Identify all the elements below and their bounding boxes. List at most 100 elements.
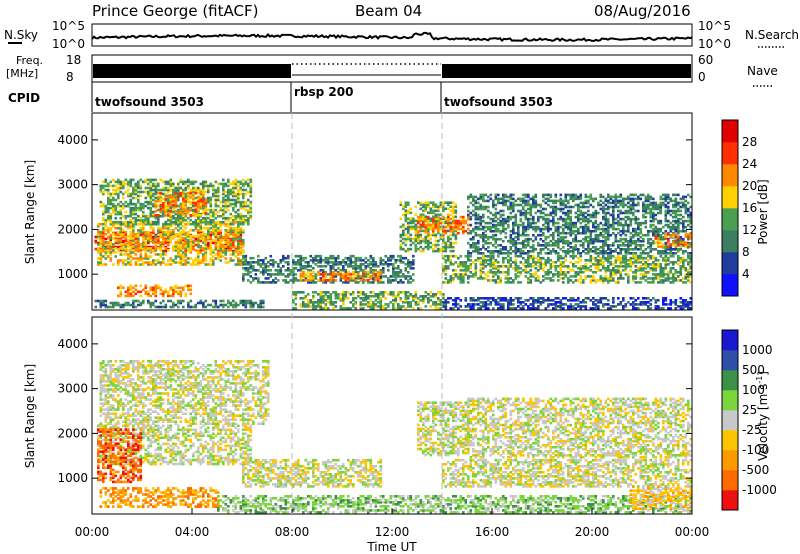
heatmap-cell bbox=[364, 299, 368, 302]
heatmap-cell bbox=[229, 198, 233, 202]
heatmap-cell bbox=[359, 259, 363, 262]
heatmap-cell bbox=[372, 277, 375, 280]
heatmap-cell bbox=[207, 220, 210, 224]
heatmap-cell bbox=[174, 218, 178, 222]
heatmap-cell bbox=[142, 231, 145, 234]
heatmap-cell bbox=[249, 303, 253, 307]
heatmap-cell bbox=[199, 235, 203, 238]
heatmap-cell bbox=[227, 192, 230, 196]
heatmap-cell bbox=[522, 211, 525, 215]
heatmap-cell bbox=[112, 222, 115, 226]
heatmap-cell bbox=[109, 253, 113, 256]
heatmap-cell bbox=[527, 261, 530, 264]
heatmap-cell bbox=[427, 239, 430, 243]
heatmap-cell bbox=[174, 284, 178, 288]
heatmap-cell bbox=[247, 267, 250, 270]
heatmap-cell bbox=[99, 305, 103, 309]
heatmap-cell bbox=[689, 254, 693, 258]
heatmap-cell bbox=[497, 265, 500, 268]
heatmap-cell bbox=[644, 267, 648, 270]
heatmap-cell bbox=[159, 209, 163, 213]
heatmap-cell bbox=[229, 190, 233, 194]
heatmap-cell bbox=[414, 245, 418, 249]
heatmap-cell bbox=[624, 254, 628, 258]
heatmap-cell bbox=[464, 229, 468, 233]
heatmap-cell bbox=[569, 229, 573, 233]
heatmap-cell bbox=[272, 265, 275, 268]
heatmap-cell bbox=[112, 192, 115, 196]
heatmap-cell bbox=[179, 226, 183, 230]
heatmap-cell bbox=[549, 219, 553, 223]
heatmap-cell bbox=[224, 237, 228, 241]
heatmap-cell bbox=[97, 257, 100, 260]
heatmap-cell bbox=[662, 259, 665, 262]
heatmap-cell bbox=[169, 197, 173, 201]
heatmap-cell bbox=[447, 229, 450, 233]
heatmap-cell bbox=[539, 259, 543, 262]
heatmap-cell bbox=[182, 231, 185, 234]
heatmap-cell bbox=[609, 277, 613, 280]
heatmap-cell bbox=[344, 281, 348, 284]
heatmap-cell bbox=[112, 233, 115, 236]
heatmap-cell bbox=[449, 281, 453, 284]
heatmap-cell bbox=[512, 223, 515, 227]
heatmap-cell bbox=[239, 259, 243, 262]
heatmap-cell bbox=[477, 227, 480, 231]
heatmap-cell bbox=[542, 211, 545, 215]
heatmap-cell bbox=[397, 307, 400, 310]
heatmap-cell bbox=[144, 257, 148, 260]
heatmap-cell bbox=[664, 277, 668, 280]
heatmap-cell bbox=[202, 218, 205, 222]
heatmap-cell bbox=[297, 291, 300, 294]
heatmap-cell bbox=[339, 263, 343, 266]
heatmap-cell bbox=[547, 227, 550, 231]
heatmap-cell bbox=[437, 213, 440, 217]
heatmap-cell bbox=[159, 197, 163, 201]
heatmap-cell bbox=[129, 206, 133, 210]
heatmap-cell bbox=[354, 261, 358, 264]
heatmap-cell bbox=[154, 247, 158, 250]
heatmap-cell bbox=[192, 201, 195, 205]
heatmap-cell bbox=[159, 261, 163, 264]
heatmap-cell bbox=[544, 201, 548, 205]
heatmap-cell bbox=[449, 227, 453, 231]
heatmap-cell bbox=[232, 245, 235, 249]
heatmap-cell bbox=[447, 219, 450, 223]
heatmap-cell bbox=[427, 243, 430, 247]
heatmap-cell bbox=[544, 277, 548, 280]
heatmap-cell bbox=[234, 301, 238, 305]
heatmap-cell bbox=[604, 277, 608, 280]
heatmap-cell bbox=[662, 281, 665, 284]
heatmap-cell bbox=[567, 225, 570, 229]
heatmap-cell bbox=[427, 233, 430, 237]
heatmap-cell bbox=[509, 259, 513, 262]
heatmap-cell bbox=[297, 279, 300, 282]
heatmap-cell bbox=[557, 231, 560, 235]
heatmap-cell bbox=[132, 237, 135, 240]
heatmap-cell bbox=[212, 218, 215, 222]
heatmap-cell bbox=[179, 239, 183, 242]
heatmap-cell bbox=[404, 227, 408, 231]
heatmap-cell bbox=[184, 209, 188, 213]
heatmap-cell bbox=[232, 186, 235, 190]
heatmap-cell bbox=[452, 279, 455, 282]
heatmap-cell bbox=[167, 218, 170, 222]
heatmap-cell bbox=[157, 208, 160, 212]
heatmap-cell bbox=[217, 247, 220, 250]
heatmap-cell bbox=[534, 256, 538, 260]
heatmap-cell bbox=[182, 255, 185, 258]
heatmap-cell bbox=[167, 263, 170, 266]
heatmap-cell bbox=[499, 221, 503, 225]
heatmap-cell bbox=[577, 279, 580, 282]
heatmap-cell bbox=[242, 303, 245, 307]
heatmap-cell bbox=[317, 261, 320, 264]
heatmap-cell bbox=[189, 193, 193, 197]
heatmap-cell bbox=[324, 274, 328, 278]
heatmap-cell bbox=[504, 201, 508, 205]
heatmap-cell bbox=[167, 259, 170, 262]
heatmap-cell bbox=[509, 252, 513, 255]
heatmap-cell bbox=[129, 239, 133, 243]
heatmap-cell bbox=[334, 291, 338, 294]
heatmap-cell bbox=[262, 267, 265, 270]
heatmap-cell bbox=[347, 263, 350, 266]
